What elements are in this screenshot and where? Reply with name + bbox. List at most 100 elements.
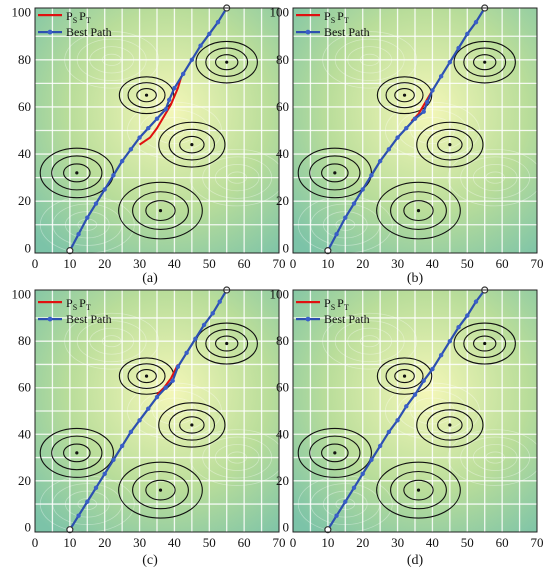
threat-circle [63, 443, 91, 463]
threat-circle [426, 128, 474, 161]
threat-circle [297, 147, 372, 199]
x-tick-label: 70 [531, 535, 544, 550]
x-tick-label: 50 [203, 256, 216, 271]
best-path-marker [438, 74, 444, 79]
best-path-marker [465, 31, 470, 37]
threat-circle [127, 363, 166, 389]
legend-best-path-marker [47, 316, 53, 322]
y-tick-label: 100 [270, 5, 290, 20]
start-point [324, 247, 332, 255]
best-path-marker [111, 173, 116, 178]
best-path-marker [377, 443, 383, 449]
best-path-marker [167, 97, 172, 103]
threat-circle [215, 54, 239, 71]
threat-circle [158, 402, 226, 448]
best-path-marker [163, 107, 168, 112]
x-tick-label: 0 [290, 256, 297, 271]
best-path-marker [425, 100, 430, 105]
y-tick-label: 60 [276, 380, 289, 395]
y-tick-label: 40 [18, 426, 31, 441]
threat-circle [195, 322, 258, 365]
best-path-marker [412, 116, 418, 121]
threat-center [144, 374, 149, 378]
x-tick-label: 0 [290, 535, 297, 550]
best-path-marker [93, 201, 99, 206]
x-tick-label: 20 [98, 535, 111, 550]
threat-circle [437, 416, 463, 434]
best-path-marker [111, 457, 116, 463]
threat-center [448, 423, 452, 427]
threat-circle [145, 479, 176, 501]
best-path-marker [154, 394, 160, 400]
threat-circle [158, 121, 226, 168]
y-tick-label: 0 [283, 519, 290, 534]
best-path-marker [163, 385, 168, 390]
y-tick-label: 80 [18, 52, 31, 67]
threat-center [448, 143, 452, 147]
threat-center [333, 171, 337, 175]
legend-best-path-label: Best Path [66, 25, 112, 39]
best-path-marker [351, 201, 357, 206]
threat-circle [473, 335, 497, 352]
y-tick-label: 40 [276, 146, 289, 161]
y-tick-label: 20 [276, 473, 289, 488]
best-path-marker [154, 116, 160, 121]
threat-circle [376, 76, 433, 115]
threat-circle [168, 128, 216, 161]
best-path-marker [404, 125, 409, 131]
threat-center [483, 60, 487, 64]
best-path-marker [473, 19, 479, 25]
threat-circle [127, 82, 166, 109]
threat-circle [416, 121, 484, 168]
legend-ps-pt-swatch [38, 301, 62, 304]
threat-zones [39, 322, 258, 519]
panel-label: (a) [142, 271, 158, 286]
y-tick-label: 60 [18, 99, 31, 114]
threat-circle [394, 369, 415, 384]
threat-zones [39, 40, 258, 240]
best-path-marker [465, 313, 470, 318]
x-tick-label: 70 [531, 256, 544, 271]
threat-circle [179, 135, 205, 154]
best-path-marker [175, 364, 181, 369]
y-tick-label: 80 [276, 333, 289, 348]
best-path-marker [193, 336, 198, 342]
best-path-marker [102, 187, 107, 192]
best-path-marker [172, 85, 177, 91]
best-path-marker [360, 471, 365, 477]
best-path-marker [369, 457, 374, 463]
threat-center [483, 341, 487, 346]
best-path-marker [421, 109, 426, 114]
y-tick-label: 100 [270, 287, 290, 302]
threat-center [144, 93, 149, 97]
best-path-marker [377, 158, 383, 164]
threat-circle [403, 200, 434, 222]
axes-frame [292, 289, 538, 533]
threat-center [402, 93, 407, 97]
legend: PS PT Best Path [296, 296, 370, 326]
threat-circle [205, 47, 249, 77]
x-tick-label: 0 [32, 535, 39, 550]
best-path-marker [456, 45, 461, 51]
threat-circle [132, 191, 189, 230]
threat-circle [390, 191, 447, 230]
x-tick-label: 30 [391, 535, 404, 550]
threat-circle [321, 163, 349, 183]
x-tick-label: 10 [321, 256, 334, 271]
threat-circle [195, 40, 258, 84]
best-path-marker [119, 158, 125, 164]
x-tick-label: 20 [98, 256, 111, 271]
threat-circle [385, 363, 424, 389]
best-path-marker [412, 392, 418, 397]
threat-zones [297, 322, 516, 519]
legend-ps-pt-swatch [38, 14, 62, 17]
y-tick-label: 0 [25, 240, 32, 255]
best-path-marker [198, 43, 203, 48]
threat-circle [473, 54, 497, 71]
best-path-marker [217, 299, 222, 304]
best-path-marker [456, 325, 461, 330]
